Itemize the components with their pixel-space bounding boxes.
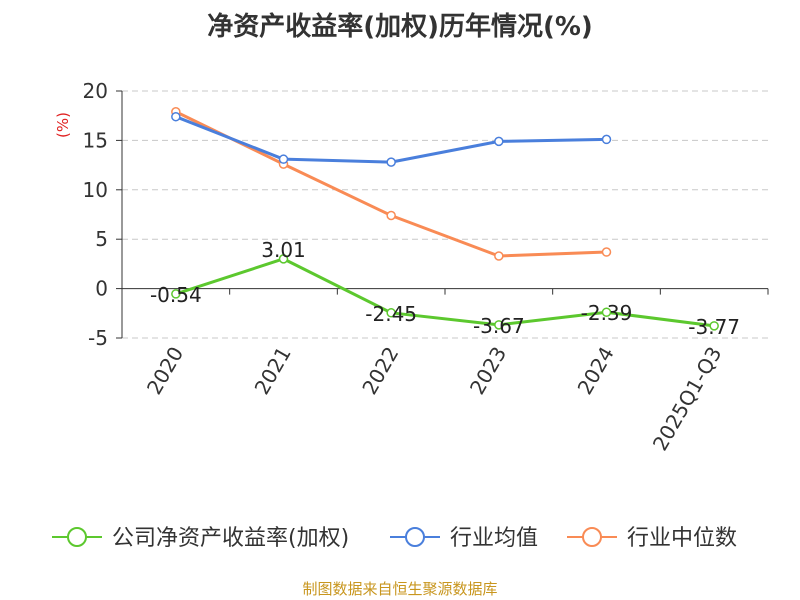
data-labels: -0.54 3.01 -2.45 -3.67 -2.39 -3.77 <box>150 238 740 339</box>
legend-label: 行业中位数 <box>627 526 737 551</box>
data-point <box>278 254 289 264</box>
legend-label: 行业均值 <box>450 526 538 551</box>
data-point <box>494 136 504 147</box>
x-tick-label: 2021 <box>250 343 296 399</box>
y-tick-label: -5 <box>88 326 108 350</box>
data-point <box>494 251 504 261</box>
data-point <box>386 308 396 318</box>
data-point <box>494 320 504 330</box>
axes: 20 15 10 5 0 -5 (%) 2020 2021 2022 2023 2024 2025Q1-… <box>54 79 769 455</box>
chart-title: 净资产收益率(加权)历年情况(%) <box>207 12 593 42</box>
data-point <box>171 289 181 299</box>
series-lines <box>171 106 719 331</box>
legend-label: 公司净资产收益率(加权) <box>112 526 349 551</box>
data-label: -2.39 <box>581 301 633 325</box>
data-point <box>709 321 719 331</box>
y-tick-label: 20 <box>83 79 108 103</box>
legend-marker <box>582 527 602 547</box>
x-tick-label: 2024 <box>573 343 619 399</box>
data-label: -0.54 <box>150 283 202 307</box>
series-line <box>174 115 608 164</box>
data-label: 3.01 <box>261 238 306 262</box>
data-label: -3.77 <box>688 315 740 339</box>
y-tick-label: 15 <box>83 128 108 152</box>
y-tick-label: 0 <box>95 277 108 301</box>
data-point <box>601 307 612 317</box>
y-tick-label: 10 <box>83 178 108 202</box>
legend-marker <box>67 527 87 547</box>
data-point <box>278 154 289 164</box>
legend-marker <box>405 527 425 547</box>
data-point <box>386 210 396 221</box>
y-axis-label: (%) <box>54 112 72 138</box>
data-label: -3.67 <box>473 314 525 338</box>
x-tick-label: 2023 <box>465 343 511 399</box>
x-tick-label: 2020 <box>142 343 188 399</box>
source-note: 制图数据来自恒生聚源数据库 <box>302 580 498 598</box>
series-line <box>174 110 608 258</box>
data-point <box>386 157 396 167</box>
legend: 公司净资产收益率(加权) 行业均值 行业中位数 <box>52 526 737 551</box>
grid-lines <box>122 90 768 339</box>
data-point <box>601 247 612 257</box>
data-point <box>171 111 181 122</box>
x-tick-label: 2025Q1-Q3 <box>648 343 727 455</box>
data-label: -2.45 <box>365 302 417 326</box>
y-tick-label: 5 <box>95 227 108 251</box>
series-line <box>174 257 716 328</box>
x-tick-label: 2022 <box>357 343 403 399</box>
data-point <box>601 134 612 145</box>
